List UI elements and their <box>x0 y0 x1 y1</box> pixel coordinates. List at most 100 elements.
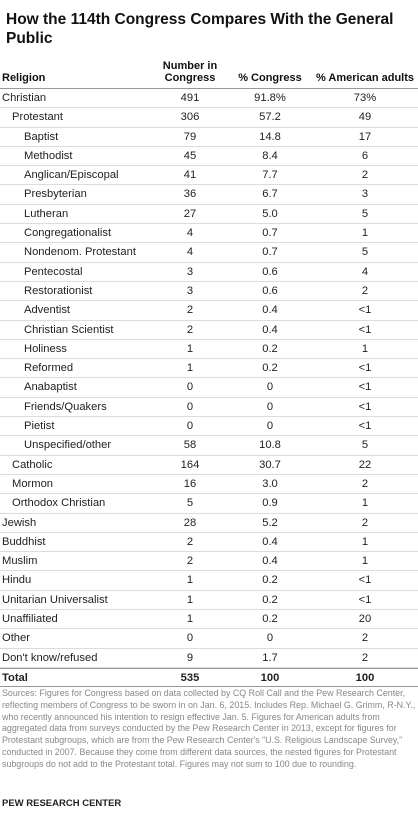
table-row: Jewish 28 5.2 2 <box>0 514 418 533</box>
pct-congress-cell: 5.2 <box>262 516 278 529</box>
number-cell: 306 <box>180 111 200 124</box>
religion-cell: Hindu <box>2 574 32 587</box>
source-notes: Sources: Figures for Congress based on d… <box>2 688 416 769</box>
table-row: Don't know/refused 9 1.7 2 <box>0 649 418 668</box>
number-cell: 4 <box>186 227 194 240</box>
pct-congress-cell: 0.9 <box>262 497 278 510</box>
pct-adults-cell: <1 <box>358 420 372 433</box>
table-row: Unspecified/other 58 10.8 5 <box>0 436 418 456</box>
number-cell: 41 <box>183 169 197 182</box>
religion-cell: Unaffiliated <box>2 613 58 626</box>
number-cell: 5 <box>186 497 194 510</box>
table-row: Anglican/Episcopal 41 7.7 2 <box>0 166 418 186</box>
table-row: Congregationalist 4 0.7 1 <box>0 224 418 244</box>
pct-congress-cell: 8.4 <box>262 149 278 162</box>
number-cell: 2 <box>186 535 194 548</box>
table-row: Restorationist 3 0.6 2 <box>0 282 418 302</box>
pct-adults-cell: 3 <box>361 188 369 201</box>
religion-cell: Jewish <box>2 516 37 529</box>
number-cell: 4 <box>186 246 194 259</box>
religion-cell: Unitarian Universalist <box>2 593 108 606</box>
pct-adults-cell: 2 <box>361 169 369 182</box>
pct-congress-cell: 0 <box>266 400 274 413</box>
pct-congress-cell: 30.7 <box>259 458 281 471</box>
number-cell: 0 <box>186 400 194 413</box>
religion-cell: Baptist <box>24 130 59 143</box>
pct-congress-cell: 10.8 <box>259 439 281 452</box>
pct-adults-cell: 6 <box>361 149 369 162</box>
column-header-pct-adults: % American adults <box>315 72 414 84</box>
number-cell: 491 <box>180 92 200 104</box>
chart-title: How the 114th Congress Compares With the… <box>6 11 394 47</box>
pct-congress-cell: 0.7 <box>262 227 278 240</box>
religion-cell: Total <box>2 671 28 684</box>
pct-congress-cell: 0.2 <box>262 574 278 587</box>
number-cell: 36 <box>183 188 197 201</box>
table-row: Muslim 2 0.4 1 <box>0 552 418 572</box>
pct-congress-cell: 5.0 <box>262 207 278 220</box>
pct-congress-cell: 14.8 <box>259 130 281 143</box>
table-row: Pentecostal 3 0.6 4 <box>0 263 418 282</box>
number-cell: 535 <box>180 671 200 684</box>
number-cell: 45 <box>183 149 197 162</box>
pct-congress-cell: 0 <box>266 381 274 394</box>
pct-adults-cell: 1 <box>361 535 369 548</box>
number-cell: 0 <box>186 381 194 394</box>
pct-adults-cell: 17 <box>358 130 372 143</box>
religion-cell: Anabaptist <box>24 381 77 394</box>
table-row: Christian Scientist 2 0.4 <1 <box>0 321 418 340</box>
table-row: Buddhist 2 0.4 1 <box>0 533 418 553</box>
number-cell: 0 <box>186 420 194 433</box>
table-body: Christian 491 91.8% 73% Protestant 306 57.2 49 B… <box>0 89 418 688</box>
religion-cell: Catholic <box>12 458 53 471</box>
pct-congress-cell: 0.4 <box>262 555 278 568</box>
pct-adults-cell: 2 <box>361 651 369 664</box>
column-header-pct-congress: % Congress <box>238 72 302 84</box>
religion-cell: Congregationalist <box>24 227 112 240</box>
religion-cell: Lutheran <box>24 207 69 220</box>
number-cell: 2 <box>186 304 194 317</box>
religion-cell: Buddhist <box>2 535 46 548</box>
pct-adults-cell: 5 <box>361 246 369 259</box>
pct-congress-cell: 100 <box>260 671 280 684</box>
table-row: Pietist 0 0 <1 <box>0 417 418 437</box>
pct-adults-cell: 1 <box>361 227 369 240</box>
pct-congress-cell: 0.7 <box>262 246 278 259</box>
number-cell: 79 <box>183 130 197 143</box>
pct-adults-cell: <1 <box>358 574 372 587</box>
pct-congress-cell: 3.0 <box>262 477 278 490</box>
pct-congress-cell: 0.4 <box>262 535 278 548</box>
religion-cell: Holiness <box>24 342 67 355</box>
table-row: Presbyterian 36 6.7 3 <box>0 185 418 205</box>
pct-congress-cell: 0.4 <box>262 323 278 336</box>
pct-congress-cell: 0 <box>266 420 274 433</box>
number-cell: 3 <box>186 265 194 278</box>
pct-adults-cell: 73% <box>353 92 377 104</box>
religion-cell: Protestant <box>12 111 63 124</box>
pct-adults-cell: 20 <box>358 613 372 626</box>
pct-adults-cell: 100 <box>355 671 375 684</box>
religion-cell: Other <box>2 632 30 645</box>
religion-cell: Anglican/Episcopal <box>24 169 119 182</box>
table-header: Religion Number in Congress % Congress %… <box>0 58 418 89</box>
table-row: Holiness 1 0.2 1 <box>0 340 418 360</box>
pct-congress-cell: 7.7 <box>262 169 278 182</box>
table-row: Protestant 306 57.2 49 <box>0 108 418 128</box>
table-row: Lutheran 27 5.0 5 <box>0 205 418 225</box>
religion-cell: Unspecified/other <box>24 439 112 452</box>
pct-adults-cell: 1 <box>361 342 369 355</box>
religion-cell: Presbyterian <box>24 188 87 201</box>
table-row: Friends/Quakers 0 0 <1 <box>0 398 418 418</box>
column-header-religion: Religion <box>2 72 46 84</box>
religion-cell: Reformed <box>24 362 74 375</box>
number-cell: 1 <box>186 362 194 375</box>
table-row: Other 0 0 2 <box>0 629 418 649</box>
pct-congress-cell: 0.6 <box>262 265 278 278</box>
number-cell: 3 <box>186 284 194 297</box>
religion-cell: Christian <box>2 92 47 104</box>
pct-adults-cell: <1 <box>358 362 372 375</box>
pct-adults-cell: 2 <box>361 477 369 490</box>
table-row: Unaffiliated 1 0.2 20 <box>0 610 418 630</box>
pct-adults-cell: <1 <box>358 381 372 394</box>
religion-cell: Pietist <box>24 420 55 433</box>
